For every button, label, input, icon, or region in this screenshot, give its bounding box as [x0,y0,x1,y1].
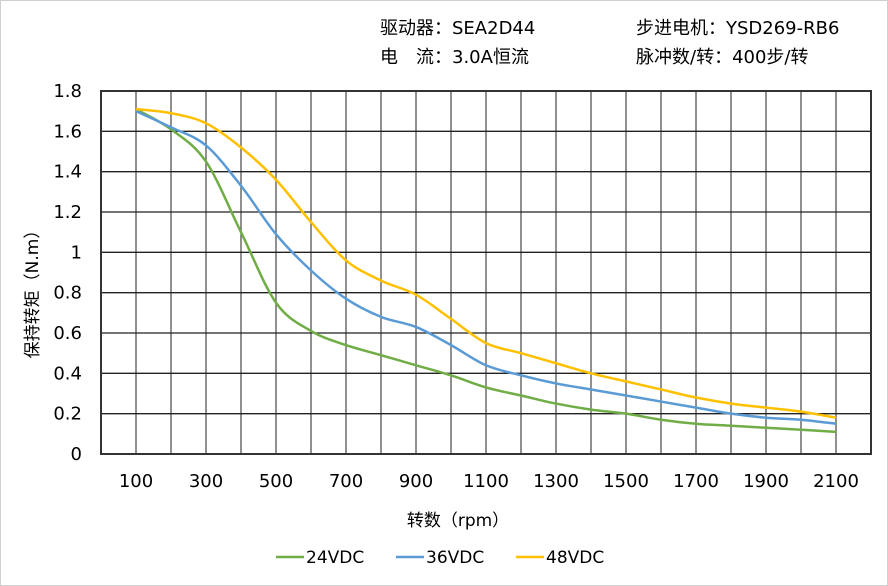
x-tick-label: 100 [119,471,153,492]
legend-label: 36VDC [426,548,484,568]
x-tick-label: 500 [259,471,293,492]
grid [100,90,872,455]
legend-label: 24VDC [306,548,364,568]
y-axis-title: 保持转矩（N.m） [23,222,43,359]
plot-border [100,90,872,455]
legend: 24VDC 36VDC 48VDC [276,548,604,568]
driver-label: 驱动器：SEA2D44 [380,18,535,39]
current-label: 电 流：3.0A恒流 [380,47,529,68]
motor-label: 步进电机：YSD269-RB6 [636,18,839,39]
y-tick-labels: 0 0.2 0.4 0.6 0.8 1 1.2 1.4 1.6 1.8 [53,81,82,465]
x-tick-label: 900 [399,471,433,492]
legend-label: 48VDC [546,548,604,568]
y-tick-label: 1 [71,242,82,263]
y-tick-label: 1.4 [53,162,82,183]
series-line-36VDC [135,110,837,425]
y-tick-label: 1.8 [53,81,82,102]
y-tick-label: 0.8 [53,283,82,304]
series-lines [135,107,837,434]
x-axis-title: 转数（rpm） [407,511,509,531]
y-tick-label: 0 [71,444,82,465]
y-tick-label: 0.4 [53,363,82,384]
pulse-label: 脉冲数/转：400步/转 [636,47,809,68]
series-line-24VDC [135,108,837,434]
y-tick-label: 0.6 [53,323,82,344]
x-tick-label: 700 [329,471,363,492]
x-tick-label: 1300 [533,471,579,492]
x-tick-label: 1900 [743,471,789,492]
series-line-48VDC [135,107,837,419]
y-tick-label: 1.6 [53,121,82,142]
x-tick-label: 2100 [813,471,859,492]
x-tick-labels: 100 300 500 700 900 1100 1300 1500 1700 1900 2100 [119,471,859,492]
x-tick-label: 1500 [603,471,649,492]
y-tick-label: 1.2 [53,202,82,223]
x-tick-label: 1700 [673,471,719,492]
x-tick-label: 300 [189,471,223,492]
x-tick-label: 1100 [463,471,509,492]
y-tick-label: 0.2 [53,404,82,425]
